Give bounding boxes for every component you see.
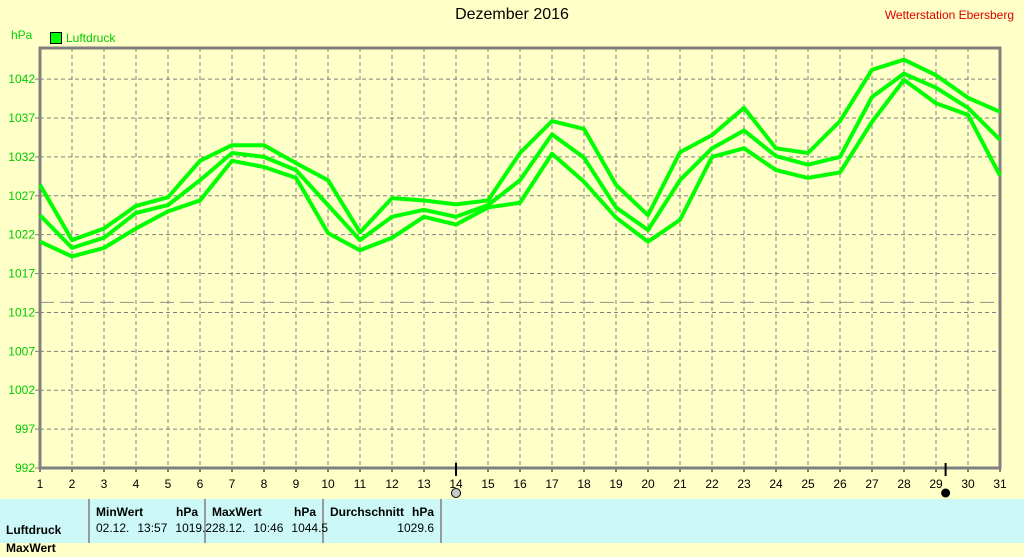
x-tick-label: 11 [354, 477, 367, 491]
x-tick-label: 12 [385, 477, 399, 491]
min-date: 02.12. [96, 521, 130, 535]
x-tick-label: 25 [801, 477, 815, 491]
y-tick-label: 992 [15, 461, 35, 475]
open-circle-marker [451, 488, 461, 498]
x-tick-label: 10 [321, 477, 335, 491]
x-tick-label: 19 [609, 477, 623, 491]
row2-label: MaxWert [6, 541, 56, 555]
x-tick-label: 13 [417, 477, 431, 491]
y-tick-label: 1042 [8, 72, 35, 86]
x-tick-label: 1 [37, 477, 44, 491]
series-line-avg [38, 71, 1002, 250]
series-line-min [39, 77, 1002, 259]
x-tick-label: 27 [865, 477, 879, 491]
y-tick-label: 1027 [8, 189, 35, 203]
station-name: Wetterstation Ebersberg [884, 8, 1014, 22]
avg-unit: hPa [411, 505, 434, 519]
legend-label: Luftdruck [66, 31, 116, 45]
max-header: MaxWert [212, 505, 262, 519]
avg-value: 1029.6 [397, 521, 434, 535]
x-tick-label: 17 [545, 477, 559, 491]
x-tick-label: 22 [705, 477, 719, 491]
y-tick-label: 1012 [8, 305, 35, 319]
series-line-max [38, 57, 1001, 243]
x-tick-label: 20 [641, 477, 655, 491]
x-tick-label: 4 [133, 477, 140, 491]
x-tick-label: 29 [929, 477, 943, 491]
y-tick-label: 1002 [8, 383, 35, 397]
max-unit: hPa [293, 505, 316, 519]
y-tick-label: 1032 [8, 150, 35, 164]
legend: Luftdruck [50, 31, 115, 45]
x-tick-label: 21 [673, 477, 687, 491]
y-tick-label: 1037 [8, 111, 35, 125]
x-tick-label: 18 [577, 477, 591, 491]
plot-frame [38, 46, 1002, 470]
avg-header: Durchschnitt [330, 505, 405, 519]
y-tick-label: 1017 [8, 267, 35, 281]
x-tick-label: 23 [737, 477, 751, 491]
x-tick-label: 5 [165, 477, 172, 491]
chart-title: Dezember 2016 [455, 6, 569, 23]
filled-circle-marker [941, 488, 951, 498]
x-tick-label: 8 [261, 477, 268, 491]
x-tick-label: 7 [229, 477, 236, 491]
x-tick-label: 2 [69, 477, 76, 491]
min-unit: hPa [175, 505, 198, 519]
y-axis-unit: hPa [11, 28, 33, 42]
pressure-chart: 1 2 3 4 5 6 7 8 9 10 11 12 13 14 15 16 17 18 19 20 21 22 23 24 2… [8, 46, 1007, 498]
y-tick-label: 1007 [8, 344, 35, 358]
x-tick-label: 15 [481, 477, 495, 491]
x-tick-label: 24 [769, 477, 783, 491]
min-header: MinWert [96, 505, 144, 519]
max-value: 1044.5 [291, 521, 329, 535]
y-tick-label: 997 [15, 422, 35, 436]
x-tick-label: 28 [897, 477, 911, 491]
legend-swatch [50, 32, 62, 44]
x-tick-label: 30 [961, 477, 975, 491]
x-tick-label: 26 [833, 477, 847, 491]
max-date: 28.12. [212, 521, 246, 535]
x-tick-label: 6 [197, 477, 204, 491]
x-tick-label: 9 [293, 477, 300, 491]
min-time: 13:57 [137, 521, 168, 535]
row-label: Luftdruck [6, 523, 62, 537]
max-time: 10:46 [253, 521, 284, 535]
x-tick-label: 31 [993, 477, 1007, 491]
min-value: 1019.2 [175, 521, 213, 535]
x-tick-label: 3 [101, 477, 108, 491]
y-tick-label: 1022 [8, 228, 35, 242]
x-tick-label: 14 [449, 477, 463, 491]
x-tick-label: 16 [513, 477, 527, 491]
stats-table: Luftdruck MaxWert MinWert hPa 02.12. 13:57… [0, 499, 1024, 555]
